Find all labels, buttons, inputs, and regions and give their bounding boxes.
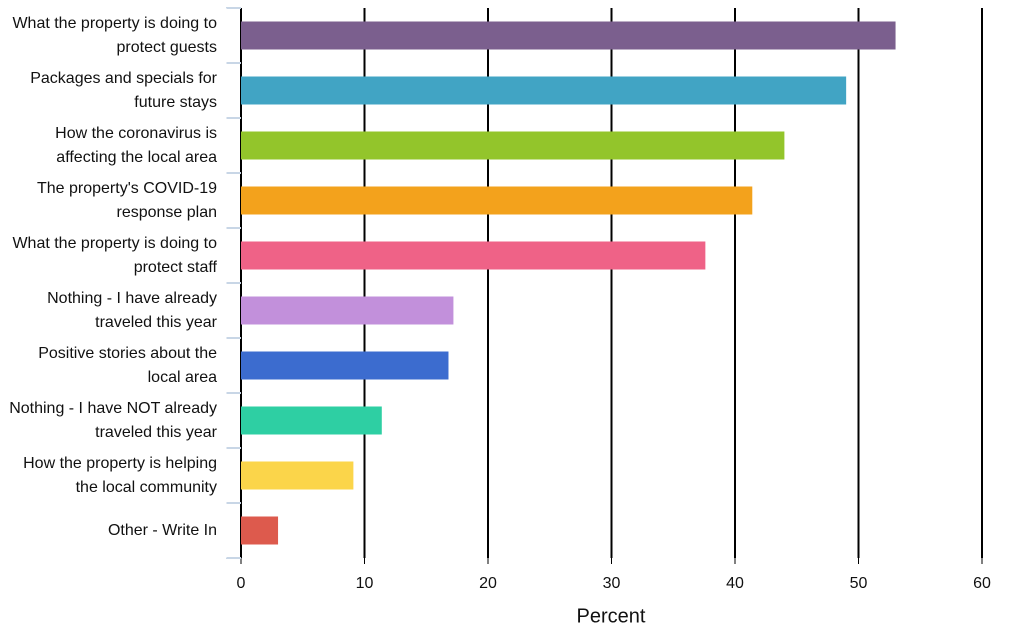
bar — [241, 186, 753, 215]
x-tick-label: 20 — [479, 575, 497, 592]
x-axis-label: Percent — [577, 605, 646, 627]
bar — [241, 76, 847, 105]
bar — [241, 241, 706, 270]
bar — [241, 516, 279, 545]
x-tick-label: 10 — [356, 575, 374, 592]
x-tick-label: 30 — [603, 575, 621, 592]
x-tick-label: 50 — [850, 575, 868, 592]
x-tick-label: 0 — [237, 575, 246, 592]
bar — [241, 296, 454, 325]
y-tick-label: Nothing - I have NOT already traveled th… — [9, 399, 217, 441]
bar — [241, 406, 382, 435]
y-tick-label: The property's COVID-19 response plan — [36, 179, 217, 221]
y-tick-label: What the property is doing to protect st… — [12, 234, 217, 276]
y-tick-label: How the coronavirus is affecting the loc… — [55, 124, 217, 166]
bar — [241, 21, 896, 50]
y-tick-label: Packages and specials for future stays — [30, 69, 217, 111]
bar — [241, 461, 354, 490]
y-tick-label: Nothing - I have already traveled this y… — [47, 289, 217, 331]
x-tick-label: 40 — [726, 575, 744, 592]
y-tick-label: Other - Write In — [107, 521, 217, 539]
bar — [241, 351, 449, 380]
x-tick-label: 60 — [973, 575, 991, 592]
y-tick-label: What the property is doing to protect gu… — [12, 14, 217, 56]
bar — [241, 131, 785, 160]
y-tick-label: How the property is helping the local co… — [23, 454, 217, 496]
y-tick-label: Positive stories about the local area — [38, 344, 217, 386]
